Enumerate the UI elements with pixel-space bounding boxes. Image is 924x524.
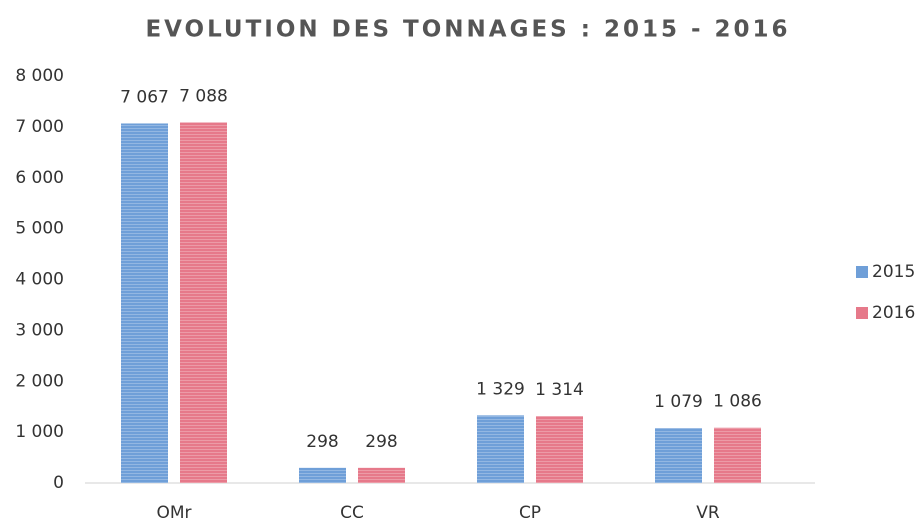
legend-label: 2016 bbox=[872, 303, 915, 323]
y-tick-label: 0 bbox=[53, 473, 64, 493]
x-tick-label: VR bbox=[696, 503, 720, 523]
y-tick-label: 4 000 bbox=[15, 270, 64, 290]
data-label: 1 079 bbox=[654, 392, 703, 412]
bar-texture bbox=[477, 415, 524, 483]
data-label: 298 bbox=[306, 432, 338, 452]
data-label: 1 086 bbox=[713, 392, 762, 412]
data-label: 7 088 bbox=[179, 86, 228, 106]
bar-texture bbox=[536, 416, 583, 483]
data-label: 1 314 bbox=[535, 380, 584, 400]
legend-swatch bbox=[856, 307, 868, 319]
y-tick-label: 1 000 bbox=[15, 422, 64, 442]
bar-texture bbox=[655, 428, 702, 483]
x-tick-label: CP bbox=[519, 503, 541, 523]
y-tick-label: 7 000 bbox=[15, 117, 64, 137]
bar-texture bbox=[714, 427, 761, 483]
data-label: 298 bbox=[365, 432, 397, 452]
bar-texture bbox=[299, 467, 346, 483]
legend-swatch bbox=[856, 266, 868, 278]
x-tick-label: OMr bbox=[156, 503, 191, 523]
bar-texture bbox=[180, 122, 227, 483]
legend-label: 2015 bbox=[872, 262, 915, 282]
bar-texture bbox=[358, 467, 405, 483]
y-tick-label: 6 000 bbox=[15, 168, 64, 188]
chart-title: EVOLUTION DES TONNAGES : 2015 - 2016 bbox=[145, 17, 790, 43]
data-label: 1 329 bbox=[476, 379, 525, 399]
data-label: 7 067 bbox=[120, 87, 169, 107]
y-tick-label: 3 000 bbox=[15, 320, 64, 340]
y-tick-label: 2 000 bbox=[15, 371, 64, 391]
y-tick-label: 8 000 bbox=[15, 66, 64, 86]
y-tick-label: 5 000 bbox=[15, 219, 64, 239]
x-tick-label: CC bbox=[340, 503, 364, 523]
bar-texture bbox=[121, 123, 168, 484]
